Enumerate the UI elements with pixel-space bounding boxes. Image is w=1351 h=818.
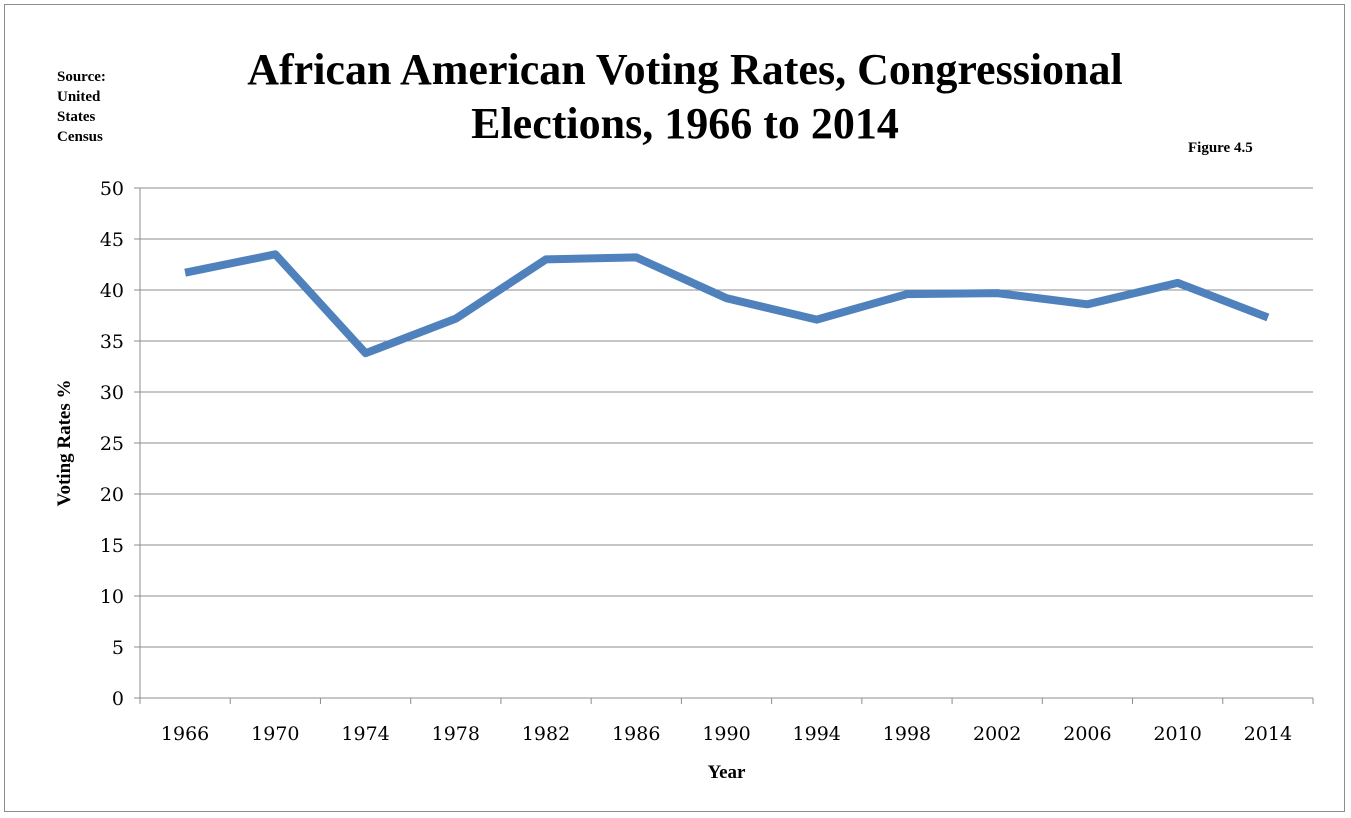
y-axis: 0 5 10 15 20 25 30 35 40 45 50 — [100, 178, 141, 710]
x-tick-label: 1986 — [612, 723, 660, 745]
series-line — [184, 250, 1270, 358]
x-tick-label: 2006 — [1063, 723, 1111, 745]
x-tick-label: 1966 — [161, 723, 209, 745]
y-tick-label: 5 — [112, 637, 124, 659]
x-axis: 1966 1970 1974 1978 1982 1986 1990 1994 1998 2002… — [139, 697, 1314, 745]
x-tick-label: 1990 — [702, 723, 750, 745]
data-point — [455, 318, 456, 319]
data-point — [997, 293, 998, 294]
chart-frame: Source: United States Census African Ame… — [4, 4, 1345, 812]
data-point — [816, 319, 817, 320]
chart-title: African American Voting Rates, Congressi… — [247, 45, 1123, 148]
y-tick-label: 30 — [100, 382, 124, 404]
y-tick-label: 50 — [100, 178, 124, 200]
data-point — [636, 257, 637, 258]
series-group — [184, 250, 1270, 358]
x-tick-label: 2010 — [1153, 723, 1201, 745]
x-tick-label: 1998 — [883, 723, 931, 745]
data-point — [726, 298, 727, 299]
gridlines — [140, 187, 1313, 648]
x-tick-label: 1982 — [522, 723, 570, 745]
y-tick-label: 45 — [100, 229, 124, 251]
source-note: Source: United States Census — [57, 69, 106, 145]
data-point — [365, 353, 366, 354]
x-tick-label: 1994 — [793, 723, 841, 745]
y-tick-label: 15 — [100, 535, 124, 557]
y-tick-label: 0 — [112, 688, 124, 710]
x-tick-label: 2014 — [1244, 723, 1292, 745]
data-point — [1177, 282, 1178, 283]
data-point — [546, 259, 547, 260]
y-tick-label: 40 — [100, 280, 124, 302]
data-point — [1087, 304, 1088, 305]
x-tick-label: 1974 — [341, 723, 389, 745]
x-tick-label: 1978 — [432, 723, 480, 745]
data-point — [906, 294, 907, 295]
y-axis-title: Voting Rates % — [54, 379, 75, 506]
y-tick-label: 35 — [100, 331, 124, 353]
figure-label: Figure 4.5 — [1188, 140, 1253, 156]
data-point — [185, 272, 186, 273]
y-tick-label: 25 — [100, 433, 124, 455]
x-tick-label: 1970 — [251, 723, 299, 745]
y-tick-label: 20 — [100, 484, 124, 506]
x-axis-title: Year — [708, 762, 747, 783]
x-tick-label: 2002 — [973, 723, 1021, 745]
y-tick-label: 10 — [100, 586, 124, 608]
data-point — [275, 254, 276, 255]
data-point — [1267, 317, 1268, 318]
